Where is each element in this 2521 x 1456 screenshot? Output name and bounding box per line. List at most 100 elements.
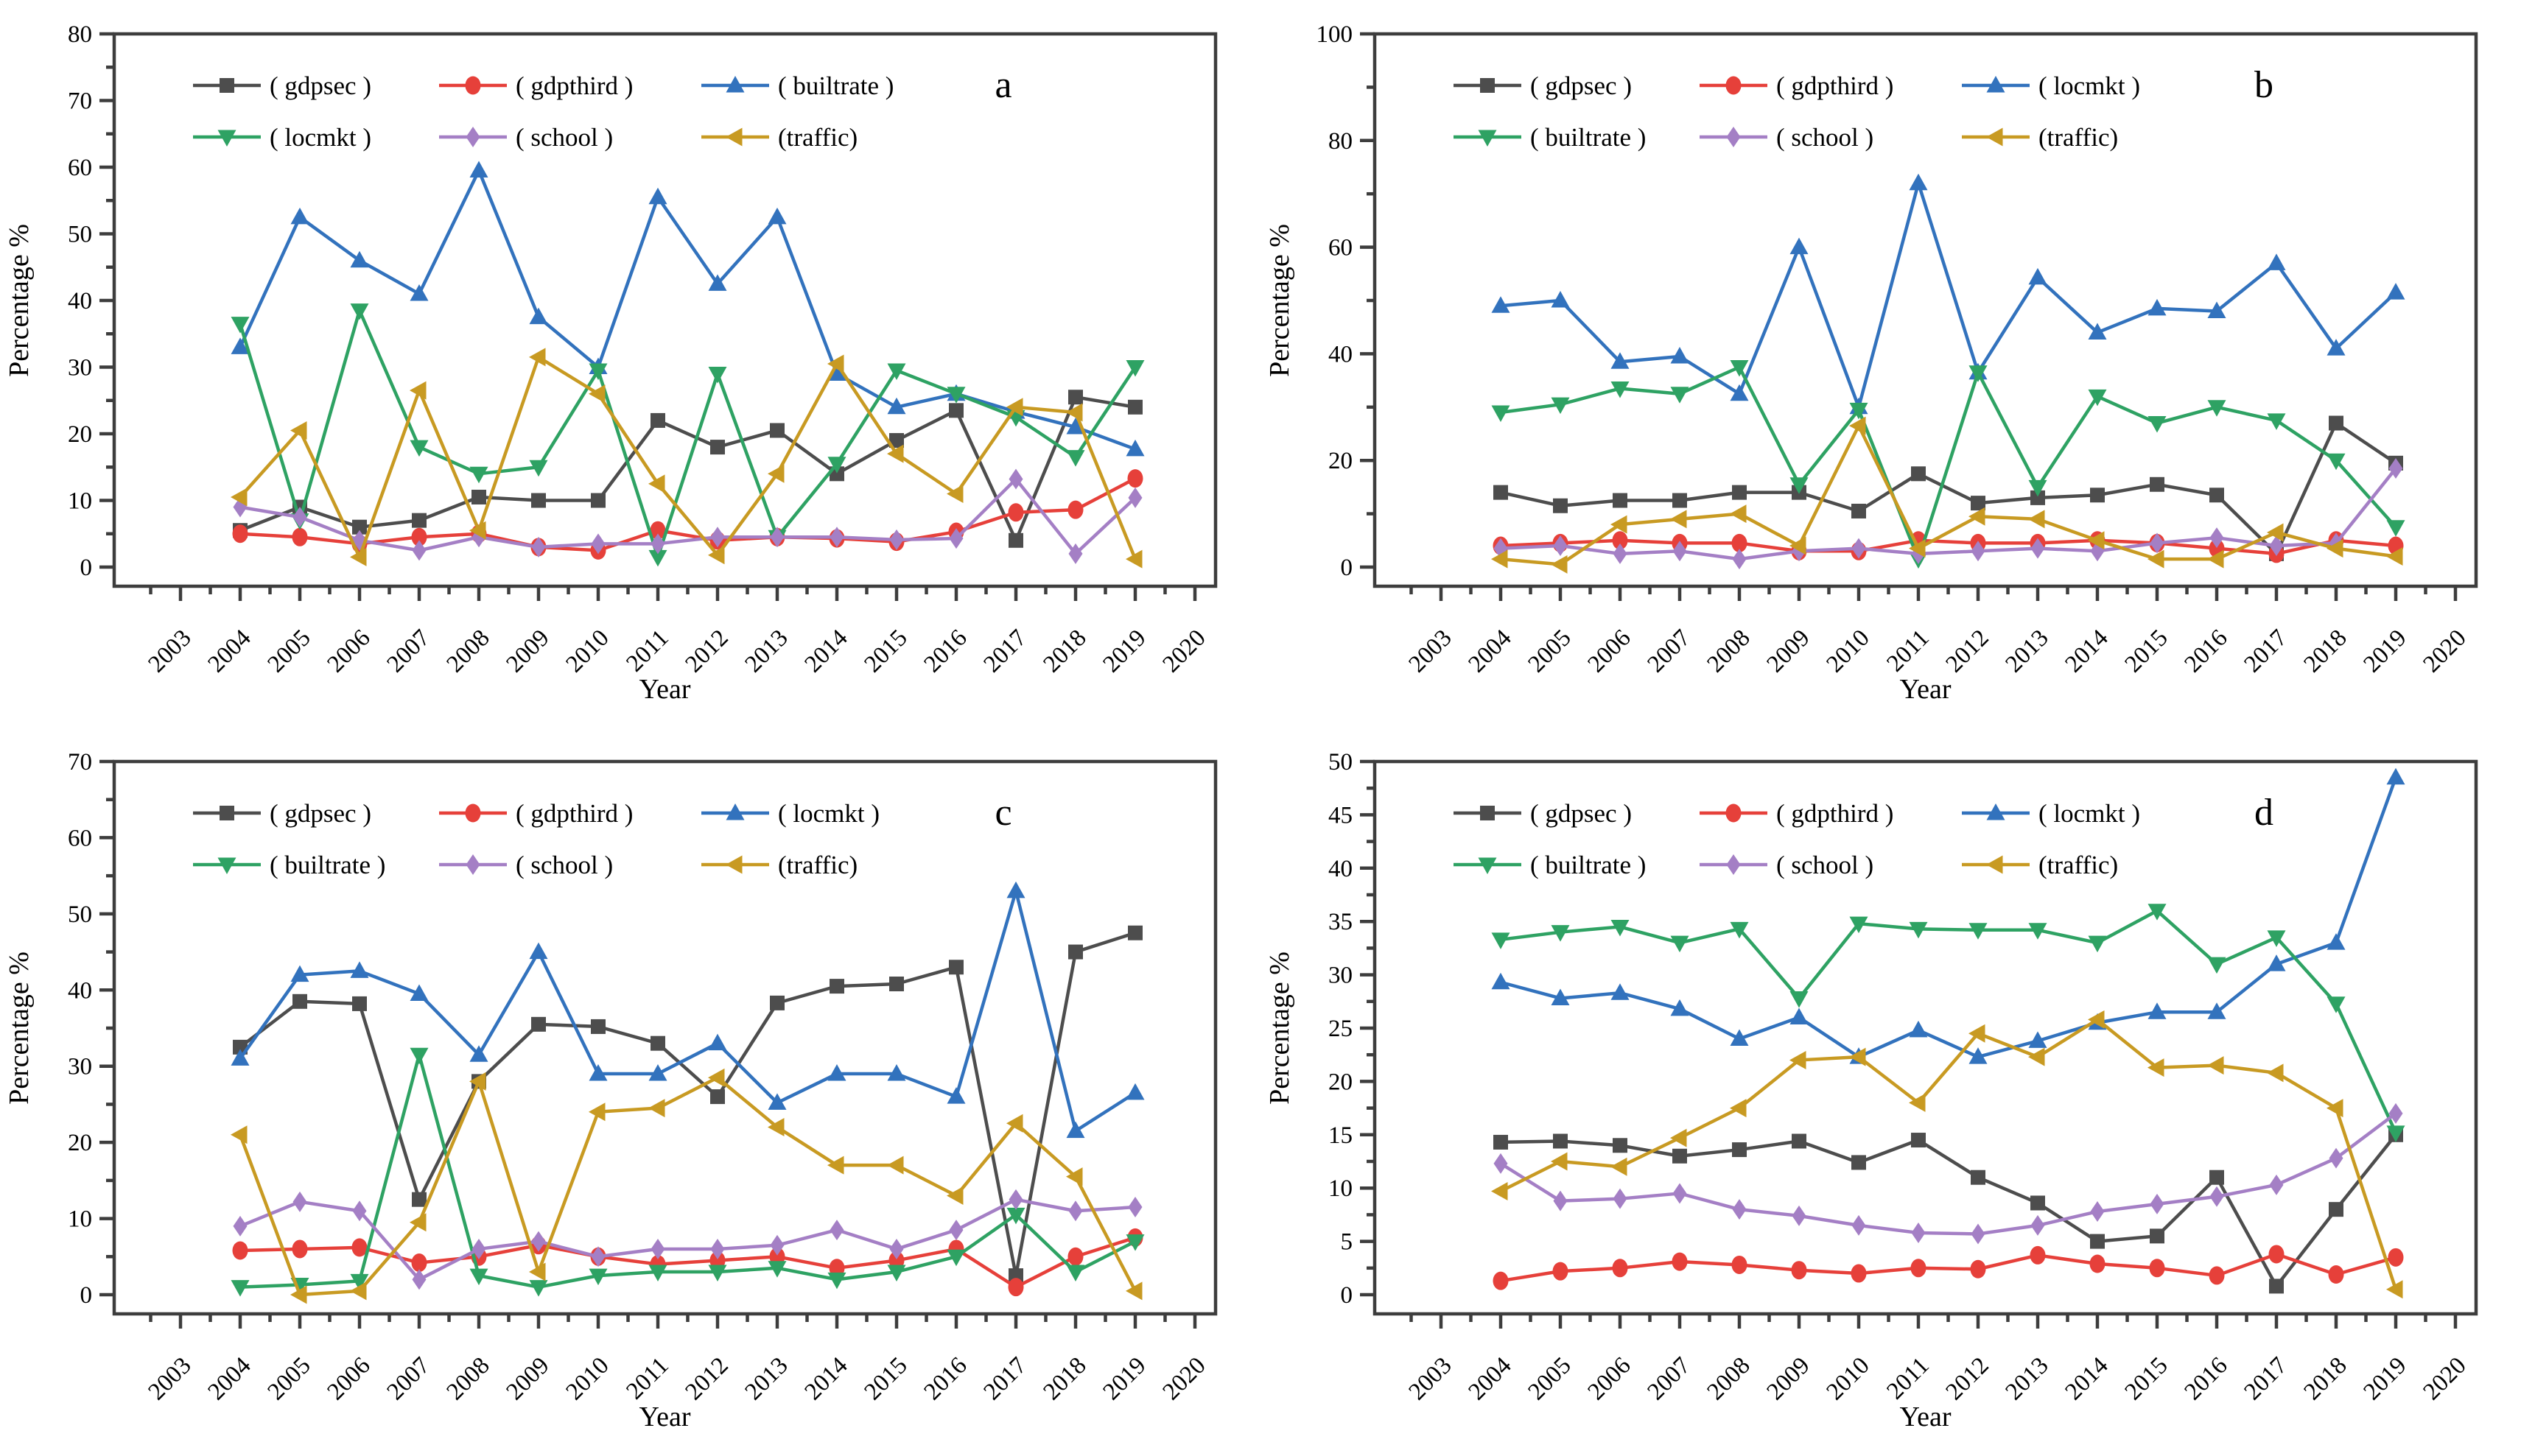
point-locmkt-2016 — [2207, 1002, 2226, 1019]
legend-marker-gdpsec — [220, 806, 234, 820]
point-builtrate-2017 — [2267, 413, 2286, 430]
panel-letter-c: c — [995, 792, 1011, 834]
point-gdpsec-2018 — [1068, 390, 1083, 405]
x-axis-tick-label: 2007 — [1643, 625, 1696, 678]
point-builtrate-2015 — [2147, 904, 2167, 921]
panel-d: 0 5 10 15 20 25 30 35 40 45 50 2003 2004 2005 2006 2007… — [1260, 728, 2521, 1455]
x-axis-tick-label: 2012 — [1941, 625, 1994, 678]
point-builtrate-2008 — [1730, 360, 1749, 377]
point-gdpsec-2011 — [1911, 1133, 1926, 1148]
point-builtrate-2004 — [1491, 932, 1510, 949]
x-axis-tick-label: 2007 — [382, 625, 435, 678]
point-locmkt-2012 — [708, 367, 727, 384]
x-axis-tick-label: 2020 — [1158, 625, 1211, 678]
point-gdpsec-2017 — [1009, 532, 1023, 548]
x-axis-tick-label: 2019 — [2359, 625, 2412, 678]
point-builtrate-2015 — [887, 1265, 906, 1281]
point-locmkt-2004 — [1491, 972, 1510, 990]
point-gdpthird-2004 — [232, 1241, 248, 1260]
x-axis-tick-label: 2011 — [621, 1352, 673, 1404]
point-locmkt-2009 — [529, 460, 548, 477]
x-axis-tick-label: 2019 — [2359, 1352, 2412, 1405]
point-locmkt-2015 — [887, 363, 906, 381]
x-axis-tick-label: 2018 — [2299, 625, 2352, 678]
x-axis-tick-label: 2019 — [1098, 625, 1151, 678]
series-gdpthird-line — [1498, 1252, 2398, 1283]
point-gdpthird-2012 — [1970, 1259, 1986, 1279]
point-locmkt-2007 — [410, 984, 429, 1001]
y-axis-tick-label: 40 — [68, 977, 92, 1004]
plot-box — [112, 32, 1218, 588]
legend-label-school: ( school ) — [516, 851, 613, 879]
point-locmkt-2013 — [2028, 1031, 2047, 1048]
point-locmkt-2017 — [2267, 253, 2286, 270]
point-gdpthird-2007 — [411, 527, 427, 546]
series-gdpsec-line — [238, 395, 1137, 543]
y-axis-tick-label: 0 — [80, 1282, 93, 1309]
point-locmkt-2006 — [1610, 352, 1630, 369]
point-builtrate-2008 — [1730, 921, 1749, 939]
point-builtrate-2010 — [1849, 402, 1868, 420]
point-gdpsec-2016 — [949, 960, 964, 975]
point-traffic-2019 — [1126, 549, 1143, 569]
point-traffic-2013 — [2028, 510, 2045, 529]
point-traffic-2006 — [1610, 515, 1627, 534]
point-traffic-2010 — [1849, 1047, 1866, 1066]
x-axis-tick-label: 2020 — [2419, 625, 2472, 678]
plot-box — [1372, 759, 2478, 1316]
point-gdpthird-2007 — [1672, 1252, 1688, 1271]
point-school-2005 — [1553, 1190, 1568, 1211]
legend-label-traffic: (traffic) — [2038, 123, 2118, 152]
legend-label-builtrate: ( builtrate ) — [1530, 123, 1646, 152]
point-school-2011 — [651, 533, 665, 555]
point-locmkt-2007 — [410, 440, 429, 457]
x-axis-tick-label: 2004 — [1464, 1352, 1517, 1405]
point-builtrate-2012 — [1968, 365, 1988, 382]
x-axis-tick-label: 2003 — [144, 625, 197, 678]
point-locmkt-2011 — [1909, 173, 1928, 191]
point-school-2008 — [471, 1238, 486, 1259]
point-gdpthird-2009 — [1791, 1261, 1807, 1280]
x-axis-tick-label: 2008 — [442, 625, 495, 678]
point-gdpthird-2017 — [1008, 1278, 1024, 1297]
legend-label-locmkt: ( locmkt ) — [778, 799, 880, 828]
point-builtrate-2018 — [2327, 996, 2346, 1013]
point-gdpsec-2012 — [710, 440, 725, 455]
point-traffic-2009 — [1789, 536, 1806, 555]
point-gdpsec-2005 — [292, 993, 307, 1009]
x-axis-tick-label: 2003 — [1404, 1352, 1457, 1405]
x-axis-title: Year — [1899, 1402, 1951, 1432]
point-gdpthird-2017 — [2268, 1245, 2285, 1264]
y-axis-title: Percentage % — [1264, 952, 1295, 1105]
legend-marker-traffic — [1986, 127, 2003, 147]
point-gdpsec-2012 — [710, 1089, 725, 1105]
point-gdpsec-2006 — [1613, 1138, 1627, 1153]
point-locmkt-2016 — [2207, 301, 2226, 318]
point-school-2008 — [1732, 549, 1747, 570]
point-locmkt-2008 — [469, 1045, 488, 1062]
x-axis-tick-label: 2008 — [1703, 1352, 1756, 1405]
point-school-2013 — [770, 1234, 785, 1256]
x-axis-tick-label: 2016 — [919, 1352, 972, 1405]
point-locmkt-2019 — [1126, 1083, 1145, 1100]
y-axis-tick-label: 70 — [68, 88, 92, 115]
point-gdpsec-2018 — [2329, 1202, 2343, 1217]
point-locmkt-2015 — [887, 1064, 906, 1081]
point-gdpthird-2008 — [1731, 1255, 1747, 1274]
x-axis-tick-label: 2007 — [382, 1352, 435, 1405]
point-school-2012 — [710, 1238, 725, 1259]
y-axis-tick-label: 20 — [1328, 1069, 1353, 1095]
y-axis-title: Percentage % — [4, 224, 35, 377]
point-traffic-2016 — [947, 1186, 964, 1206]
point-builtrate-2016 — [947, 1249, 966, 1267]
point-gdpsec-2012 — [1971, 1170, 1985, 1185]
x-axis-tick-label: 2014 — [2061, 625, 2114, 678]
point-school-2006 — [1613, 1188, 1627, 1209]
x-axis-tick-label: 2003 — [1404, 625, 1457, 678]
point-builtrate-2013 — [768, 207, 787, 225]
y-axis-tick-label: 60 — [68, 825, 92, 851]
x-axis-tick-label: 2011 — [621, 625, 673, 677]
point-school-2012 — [710, 527, 725, 548]
point-locmkt-2016 — [947, 1087, 966, 1104]
